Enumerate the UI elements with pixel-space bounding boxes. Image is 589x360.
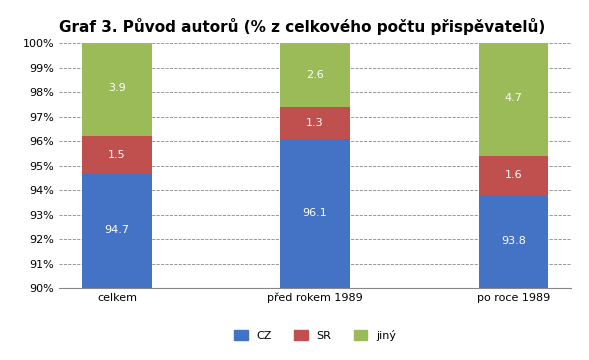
Bar	[280, 139, 350, 288]
Legend: CZ, SR, jiný: CZ, SR, jiný	[230, 325, 401, 345]
Bar	[280, 107, 350, 139]
Text: 4.7: 4.7	[504, 93, 522, 103]
Bar	[479, 41, 548, 156]
Bar	[479, 156, 548, 195]
Text: Graf 3. Původ autorů (% z celkového počtu přispěvatelů): Graf 3. Původ autorů (% z celkového počt…	[59, 18, 545, 35]
Text: 93.8: 93.8	[501, 237, 526, 247]
Text: 2.6: 2.6	[306, 70, 324, 80]
Text: 1.5: 1.5	[108, 150, 125, 159]
Bar	[479, 195, 548, 288]
Bar	[280, 43, 350, 107]
Text: 94.7: 94.7	[104, 225, 130, 235]
Bar	[82, 173, 151, 288]
Text: 3.9: 3.9	[108, 84, 126, 94]
Text: 96.1: 96.1	[303, 208, 327, 218]
Bar	[82, 136, 151, 173]
Text: 1.3: 1.3	[306, 118, 324, 128]
Bar	[82, 41, 151, 136]
Text: 1.6: 1.6	[505, 170, 522, 180]
